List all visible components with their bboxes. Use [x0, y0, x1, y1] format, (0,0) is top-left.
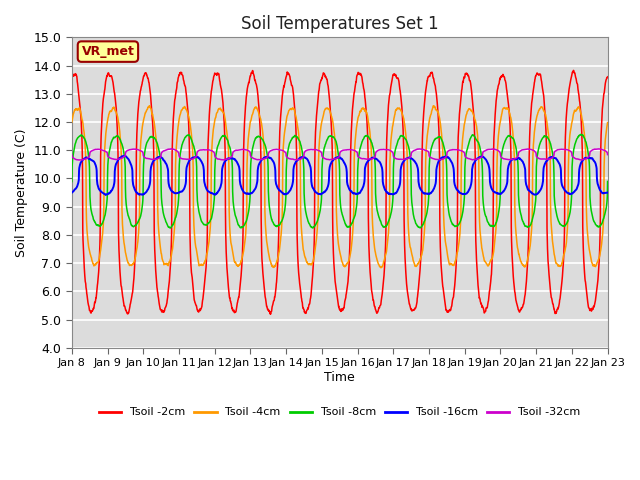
Legend: Tsoil -2cm, Tsoil -4cm, Tsoil -8cm, Tsoil -16cm, Tsoil -32cm: Tsoil -2cm, Tsoil -4cm, Tsoil -8cm, Tsoi… — [95, 403, 585, 422]
Y-axis label: Soil Temperature (C): Soil Temperature (C) — [15, 128, 28, 257]
Text: VR_met: VR_met — [81, 45, 134, 58]
Title: Soil Temperatures Set 1: Soil Temperatures Set 1 — [241, 15, 438, 33]
X-axis label: Time: Time — [324, 371, 355, 384]
